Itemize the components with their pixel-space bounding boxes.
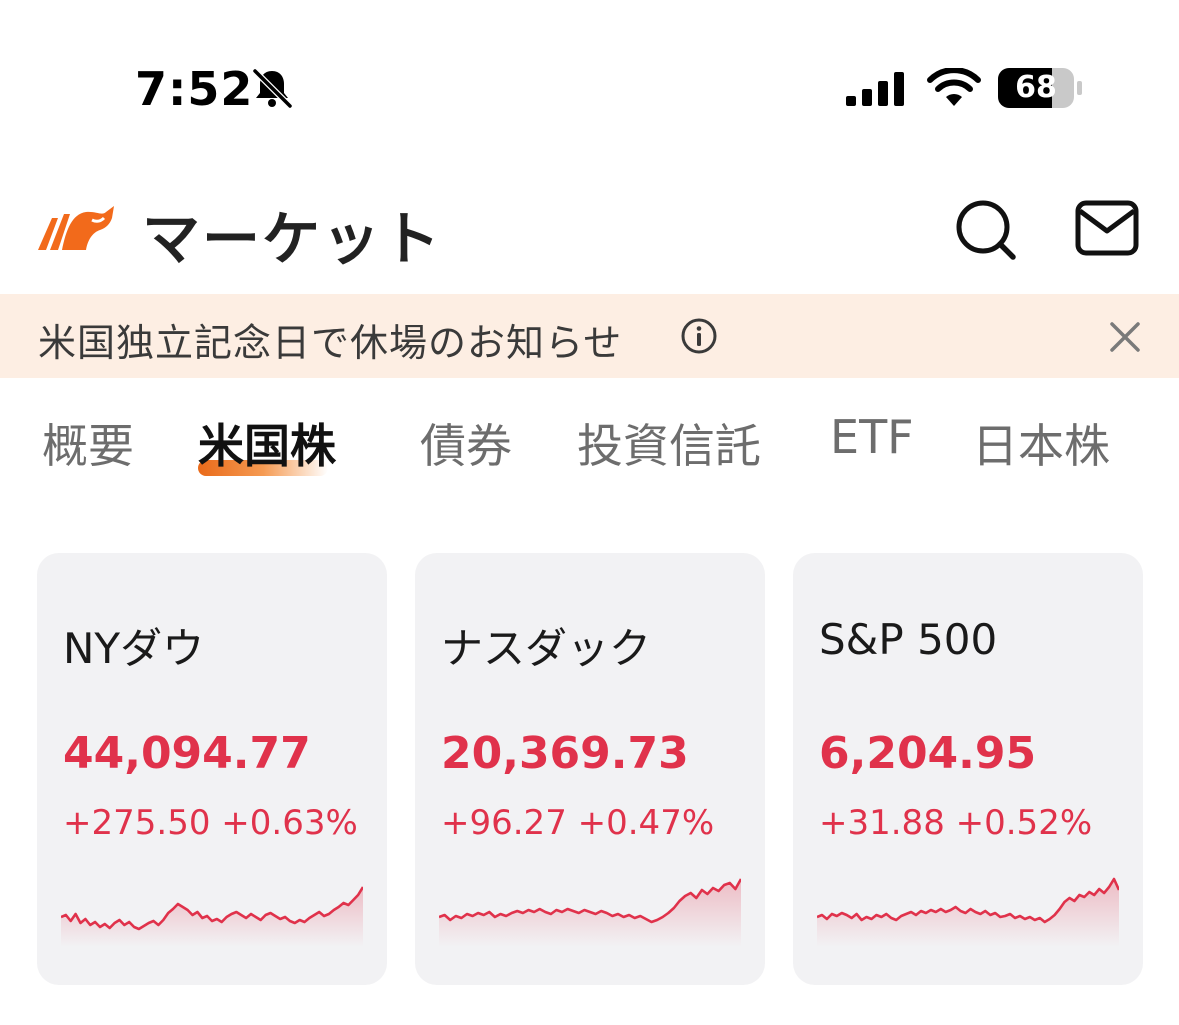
index-change: +96.27 +0.47% — [441, 803, 715, 843]
active-tab-indicator — [198, 460, 328, 476]
battery-level: 68 — [1015, 70, 1057, 105]
index-card-dow[interactable]: NYダウ 44,094.77 +275.50 +0.63% — [37, 553, 387, 985]
search-icon[interactable] — [955, 199, 1017, 261]
close-icon[interactable] — [1108, 320, 1142, 354]
bell-slash-icon — [252, 68, 293, 109]
sparkline-chart — [61, 886, 363, 947]
tab-mutual-funds[interactable]: 投資信託 — [577, 419, 761, 473]
tab-overview[interactable]: 概要 — [42, 419, 134, 473]
index-name: S&P 500 — [819, 615, 998, 664]
signal-icon — [846, 72, 904, 106]
index-card-sp500[interactable]: S&P 500 6,204.95 +31.88 +0.52% — [793, 553, 1143, 985]
index-card-nasdaq[interactable]: ナスダック 20,369.73 +96.27 +0.47% — [415, 553, 765, 985]
status-time: 7:52 — [135, 62, 254, 116]
index-price: 6,204.95 — [819, 728, 1037, 779]
index-price: 20,369.73 — [441, 728, 689, 779]
sparkline-area — [61, 887, 363, 947]
sparkline-chart — [817, 877, 1119, 947]
battery-icon — [998, 68, 1082, 108]
sparkline-area — [817, 879, 1119, 947]
tab-etf[interactable]: ETF — [830, 410, 914, 464]
wifi-icon — [927, 68, 981, 106]
sparkline-line — [817, 877, 1119, 924]
index-change: +275.50 +0.63% — [63, 803, 358, 843]
page-title: マーケット — [142, 205, 443, 273]
index-name: ナスダック — [441, 624, 652, 673]
info-icon[interactable] — [680, 317, 718, 355]
holiday-notice-banner[interactable] — [0, 294, 1179, 378]
sparkline-line — [439, 878, 741, 924]
bull-logo-icon — [38, 206, 114, 250]
index-price: 44,094.77 — [63, 728, 311, 779]
tab-bonds[interactable]: 債券 — [420, 419, 512, 473]
index-name: NYダウ — [63, 624, 205, 673]
sparkline-chart — [439, 878, 741, 947]
banner-text[interactable]: 米国独立記念日で休場のお知らせ — [38, 321, 623, 365]
tab-japan-stocks[interactable]: 日本株 — [972, 419, 1110, 473]
sparkline-line — [61, 886, 363, 931]
mail-icon[interactable] — [1075, 200, 1139, 256]
index-change: +31.88 +0.52% — [819, 803, 1093, 843]
tab-us-stocks[interactable]: 米国株 — [198, 419, 336, 473]
